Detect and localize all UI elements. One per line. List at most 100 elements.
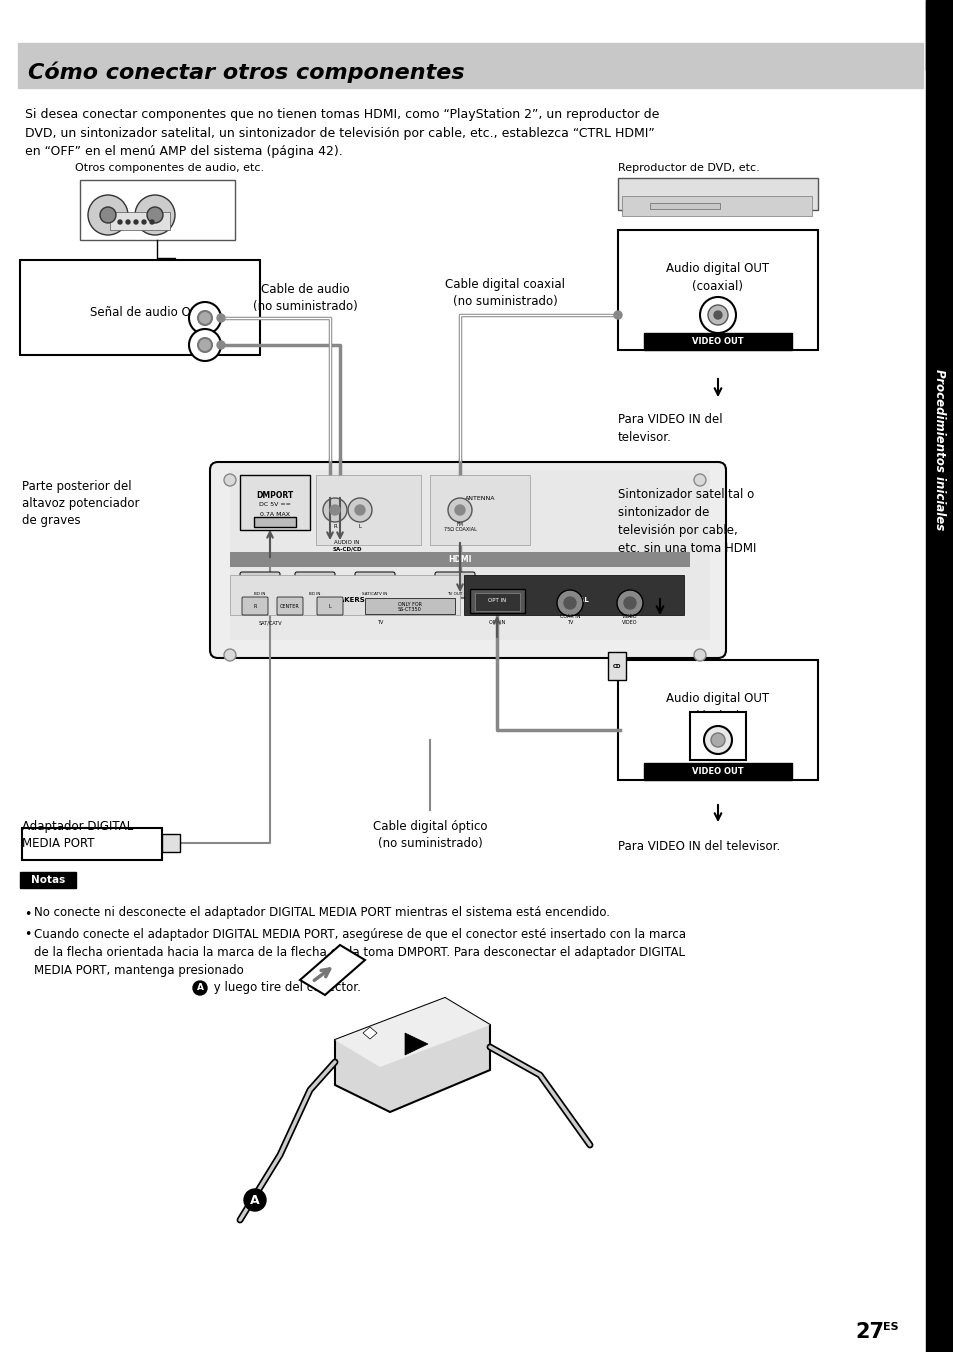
Text: DIGITAL: DIGITAL — [558, 598, 589, 603]
Text: Sintonizador satelital o
sintonizador de
televisión por cable,
etc. sin una toma: Sintonizador satelital o sintonizador de… — [618, 488, 756, 556]
Circle shape — [216, 314, 225, 322]
Bar — [365, 598, 455, 614]
Bar — [618, 660, 817, 780]
Text: 27: 27 — [854, 1322, 883, 1343]
Text: ES: ES — [882, 1322, 898, 1332]
Circle shape — [198, 311, 212, 324]
Text: Audio digital OUT
(óptico): Audio digital OUT (óptico) — [666, 692, 769, 723]
Circle shape — [193, 982, 207, 995]
Circle shape — [700, 297, 735, 333]
Text: SAT/CATV IN: SAT/CATV IN — [362, 592, 387, 596]
Circle shape — [455, 506, 464, 515]
Text: Cable digital óptico
(no suministrado): Cable digital óptico (no suministrado) — [373, 821, 487, 850]
FancyBboxPatch shape — [242, 598, 268, 615]
Circle shape — [88, 195, 128, 235]
Text: No conecte ni desconecte el adaptador DIGITAL MEDIA PORT mientras el sistema est: No conecte ni desconecte el adaptador DI… — [34, 906, 609, 919]
Bar — [230, 552, 689, 566]
Circle shape — [244, 1188, 266, 1211]
Bar — [649, 203, 720, 210]
Circle shape — [355, 506, 365, 515]
FancyBboxPatch shape — [355, 572, 395, 598]
Text: VIDEO: VIDEO — [621, 615, 638, 619]
Text: DC 5V ==: DC 5V == — [259, 503, 291, 507]
Text: OPT IN: OPT IN — [488, 621, 505, 626]
Circle shape — [147, 207, 163, 223]
Bar — [475, 594, 519, 611]
Text: L: L — [358, 525, 361, 530]
Text: A: A — [196, 983, 203, 992]
Bar — [22, 827, 162, 860]
Text: R: R — [333, 525, 336, 530]
Text: SAT/CATV: SAT/CATV — [258, 621, 281, 626]
Text: 0.7A MAX: 0.7A MAX — [260, 512, 290, 518]
Text: VIDEO: VIDEO — [621, 621, 638, 626]
Bar — [689, 713, 745, 760]
Circle shape — [323, 498, 347, 522]
Circle shape — [703, 726, 731, 754]
Text: ONLY FOR
SS-CT350: ONLY FOR SS-CT350 — [397, 602, 421, 612]
Circle shape — [563, 598, 576, 608]
Text: Parte posterior del
altavoz potenciador
de graves: Parte posterior del altavoz potenciador … — [22, 480, 139, 527]
Text: Adaptador DIGITAL
MEDIA PORT: Adaptador DIGITAL MEDIA PORT — [22, 821, 133, 850]
Polygon shape — [363, 1028, 376, 1038]
Text: VIDEO OUT: VIDEO OUT — [692, 338, 743, 346]
Text: TV: TV — [566, 621, 573, 626]
Text: Otros componentes de audio, etc.: Otros componentes de audio, etc. — [75, 164, 264, 173]
Bar — [20, 260, 260, 356]
Bar — [643, 333, 791, 350]
Bar — [621, 196, 811, 216]
Text: Cable digital coaxial
(no suministrado): Cable digital coaxial (no suministrado) — [444, 279, 564, 308]
Bar — [315, 475, 420, 545]
Text: Señal de audio OUT: Señal de audio OUT — [90, 306, 206, 319]
Bar — [643, 763, 791, 780]
Text: Procedimientos iniciales: Procedimientos iniciales — [933, 369, 945, 530]
Circle shape — [189, 329, 221, 361]
Text: Cuando conecte el adaptador DIGITAL MEDIA PORT, asegúrese de que el conector est: Cuando conecte el adaptador DIGITAL MEDI… — [34, 927, 685, 977]
Circle shape — [100, 207, 116, 223]
Text: Para VIDEO IN del televisor.: Para VIDEO IN del televisor. — [618, 840, 780, 853]
Text: A: A — [250, 1194, 259, 1206]
FancyBboxPatch shape — [210, 462, 725, 658]
Polygon shape — [405, 1033, 428, 1055]
Circle shape — [189, 301, 221, 334]
Bar — [618, 230, 817, 350]
FancyBboxPatch shape — [276, 598, 303, 615]
Circle shape — [135, 195, 174, 235]
Text: TV: TV — [376, 621, 383, 626]
Text: SA-CD/CD: SA-CD/CD — [332, 546, 361, 552]
Text: Notas: Notas — [30, 875, 65, 886]
Circle shape — [133, 220, 138, 224]
Circle shape — [198, 338, 212, 352]
FancyBboxPatch shape — [294, 572, 335, 598]
Text: Si desea conectar componentes que no tienen tomas HDMI, como “PlayStation 2”, un: Si desea conectar componentes que no tie… — [25, 108, 659, 158]
Text: ANTENNA: ANTENNA — [464, 495, 495, 500]
Circle shape — [557, 589, 582, 617]
Circle shape — [710, 733, 724, 748]
Circle shape — [150, 220, 153, 224]
Circle shape — [118, 220, 122, 224]
Bar — [240, 475, 310, 530]
Text: FM
75Ω COAXIAL: FM 75Ω COAXIAL — [443, 522, 476, 533]
FancyBboxPatch shape — [240, 572, 280, 598]
Polygon shape — [299, 945, 365, 995]
Bar — [607, 652, 625, 680]
Text: COAX IN: COAX IN — [559, 615, 579, 619]
Bar — [80, 180, 234, 241]
Circle shape — [142, 220, 146, 224]
Text: OPT IN: OPT IN — [487, 598, 506, 603]
Text: BD IN: BD IN — [309, 592, 320, 596]
Text: •: • — [24, 909, 31, 921]
FancyBboxPatch shape — [435, 572, 475, 598]
Text: TV OUT: TV OUT — [447, 592, 462, 596]
Polygon shape — [335, 998, 490, 1111]
Text: L: L — [328, 604, 331, 610]
Bar — [230, 470, 709, 639]
Circle shape — [614, 311, 621, 319]
Circle shape — [623, 598, 636, 608]
Circle shape — [448, 498, 472, 522]
Circle shape — [713, 311, 721, 319]
Text: •: • — [24, 927, 31, 941]
Circle shape — [224, 649, 235, 661]
Text: CENTER: CENTER — [280, 604, 299, 610]
Text: R: R — [253, 604, 256, 610]
